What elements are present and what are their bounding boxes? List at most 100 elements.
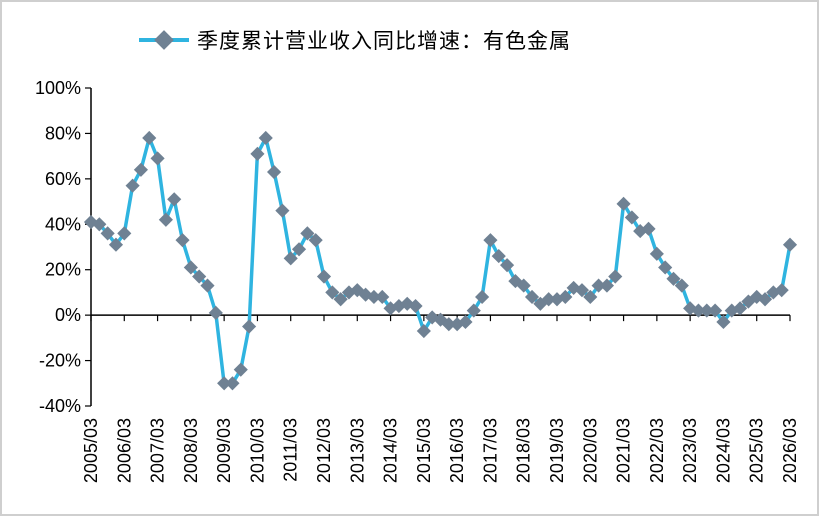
data-point: [416, 323, 431, 339]
data-point: [599, 278, 614, 293]
data-point: [491, 249, 506, 264]
series-polyline: [90, 136, 792, 386]
data-point: [624, 210, 639, 225]
data-point: [375, 289, 390, 305]
data-point: [500, 258, 515, 273]
data-point: [558, 289, 573, 305]
data-point: [142, 130, 157, 146]
data-point: [649, 246, 664, 261]
data-point: [658, 260, 673, 275]
x-tick-label: 2024/03: [713, 418, 733, 483]
x-tick-label: 2006/03: [114, 418, 134, 483]
legend-label: 季度累计营业收入同比增速：有色金属: [197, 29, 571, 53]
data-point: [225, 376, 240, 391]
data-point: [316, 269, 332, 284]
data-point: [250, 146, 265, 161]
legend-marker-swatch: [154, 30, 174, 50]
x-tick-label: 2007/03: [148, 418, 168, 483]
data-point: [757, 292, 773, 307]
data-point: [616, 196, 631, 211]
data-point: [591, 278, 606, 293]
x-axis-ticks: 2005/03 2006/03 2007/03 2008/03 2009/03 2010/…: [81, 315, 800, 483]
data-point: [583, 289, 598, 305]
data-point: [674, 278, 689, 293]
data-point: [608, 269, 623, 284]
data-point: [242, 319, 257, 334]
data-point: [691, 303, 706, 318]
x-tick-label: 2026/03: [780, 418, 800, 483]
data-point: [125, 178, 140, 193]
data-point: [200, 278, 215, 293]
x-tick-label: 2008/03: [181, 418, 201, 483]
data-point: [666, 271, 681, 286]
data-point: [183, 260, 198, 275]
y-tick-label: 60%: [45, 169, 81, 189]
data-point: [541, 292, 556, 307]
data-point: [574, 283, 590, 298]
x-tick-label: 2023/03: [680, 418, 700, 483]
x-tick-label: 2012/03: [314, 418, 334, 483]
axes: [90, 88, 790, 406]
data-point: [150, 151, 165, 166]
data-point: [699, 303, 714, 318]
data-point: [408, 298, 423, 314]
data-point: [366, 289, 381, 305]
x-tick-label: 2013/03: [347, 418, 367, 483]
x-tick-label: 2021/03: [614, 418, 634, 483]
y-tick-label: 80%: [45, 123, 81, 143]
data-point: [782, 237, 798, 252]
data-point: [458, 314, 473, 330]
x-tick-label: 2022/03: [647, 418, 667, 483]
data-point: [283, 251, 298, 266]
data-point: [192, 269, 207, 284]
data-point: [233, 362, 248, 377]
y-tick-label: 40%: [45, 214, 81, 234]
x-tick-label: 2018/03: [514, 418, 534, 483]
data-point: [275, 203, 290, 218]
series-line: [90, 136, 792, 386]
data-point: [300, 226, 315, 241]
x-tick-label: 2009/03: [214, 418, 234, 483]
data-point: [291, 242, 307, 257]
series-markers: [83, 130, 798, 391]
data-point: [641, 221, 656, 236]
data-point: [325, 285, 340, 300]
data-point: [308, 233, 323, 248]
x-tick-label: 2016/03: [447, 418, 467, 483]
data-point: [716, 314, 731, 330]
data-point: [441, 317, 456, 332]
y-tick-label: 0%: [55, 305, 81, 325]
legend: 季度累计营业收入同比增速：有色金属: [139, 29, 571, 53]
data-point: [524, 289, 540, 305]
data-point: [708, 303, 723, 318]
data-point: [466, 303, 481, 318]
y-tick-label: -20%: [39, 351, 81, 371]
data-point: [483, 233, 498, 248]
data-point: [208, 305, 223, 320]
data-point: [733, 301, 748, 316]
y-axis-ticks: 100% 80% 60% 40% 20% 0% -20% -40%: [35, 78, 91, 416]
data-point: [175, 233, 190, 248]
data-point: [158, 212, 173, 227]
data-point: [333, 292, 348, 307]
data-point: [475, 289, 490, 305]
x-tick-label: 2010/03: [247, 418, 267, 483]
data-point: [167, 192, 182, 207]
data-point: [258, 130, 273, 146]
data-point: [516, 278, 531, 293]
x-tick-label: 2019/03: [547, 418, 567, 483]
x-tick-label: 2020/03: [580, 418, 600, 483]
y-tick-label: -40%: [39, 396, 81, 416]
data-point: [133, 162, 148, 177]
x-tick-label: 2015/03: [414, 418, 434, 483]
y-tick-label: 100%: [35, 78, 81, 98]
data-point: [267, 164, 282, 180]
y-tick-label: 20%: [45, 260, 81, 280]
data-point: [774, 283, 789, 298]
x-tick-label: 2011/03: [281, 418, 301, 482]
x-tick-label: 2017/03: [480, 418, 500, 483]
data-point: [217, 376, 232, 391]
x-tick-label: 2025/03: [747, 418, 767, 483]
